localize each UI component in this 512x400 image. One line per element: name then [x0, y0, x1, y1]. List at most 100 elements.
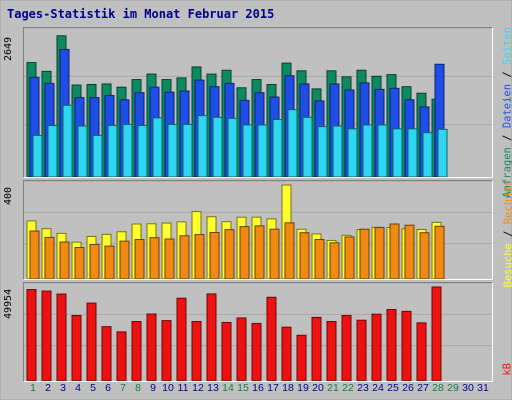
bar-kb-day-2: [41, 290, 52, 382]
bar-seiten-day-18: [287, 109, 298, 178]
bar-seiten-day-1: [32, 134, 43, 178]
legend-dateien: Dateien: [502, 83, 512, 129]
bar-rechner-day-21: [329, 242, 340, 280]
bar-seiten-day-10: [167, 123, 178, 178]
bar-kb-day-20: [311, 316, 322, 382]
x-tick-label-22: 22: [342, 382, 354, 394]
x-tick-label-1: 1: [30, 382, 36, 394]
bar-rechner-day-9: [149, 237, 160, 280]
legend-seiten: Seiten: [502, 27, 512, 65]
bar-rechner-day-4: [74, 247, 85, 280]
legend-mid: Besuche / Rechner: [502, 180, 512, 288]
bar-seiten-day-12: [197, 115, 208, 178]
x-tick-label-20: 20: [312, 382, 324, 394]
x-axis-day-labels: 1 2 3 4 5 6 7 8 9 10 11 12 13 14 15 16 17 18 19 20 21 22 23 24 2…: [23, 382, 493, 396]
legend-kb: kB: [502, 363, 512, 376]
bar-kb-day-22: [341, 315, 352, 382]
bar-rechner-day-26: [404, 224, 415, 280]
bar-rechner-day-10: [164, 238, 175, 280]
panel-besuche-svg: [24, 180, 492, 280]
bar-seiten-day-14: [227, 117, 238, 178]
bar-kb-day-10: [161, 320, 172, 382]
bar-rechner-day-25: [389, 223, 400, 280]
bar-seiten-day-5: [92, 134, 103, 178]
bar-seiten-day-24: [377, 124, 388, 178]
bar-kb-day-14: [221, 321, 232, 382]
x-tick-label-24: 24: [372, 382, 384, 394]
bar-kb-day-28: [431, 286, 442, 382]
bar-kb-day-7: [116, 331, 127, 382]
x-tick-label-31: 31: [477, 382, 489, 394]
bar-rechner-day-1: [29, 230, 40, 280]
panel-anfragen-dateien-seiten: [23, 27, 493, 178]
x-tick-label-9: 9: [150, 382, 156, 394]
bar-seiten-day-11: [182, 123, 193, 178]
x-tick-label-10: 10: [162, 382, 174, 394]
bar-seiten-day-7: [122, 123, 133, 178]
bar-rechner-day-17: [269, 228, 280, 280]
bar-seiten-day-4: [77, 125, 88, 178]
bar-kb-day-26: [401, 310, 412, 382]
panel-kb-svg: [24, 282, 492, 382]
bar-rechner-day-16: [254, 225, 265, 280]
panel-anfragen-svg: [24, 27, 492, 178]
ymax-label-top: 2649: [3, 36, 14, 61]
x-tick-label-19: 19: [297, 382, 309, 394]
bar-kb-day-9: [146, 313, 157, 382]
bar-kb-day-4: [71, 315, 82, 382]
bar-seiten-day-17: [272, 119, 283, 178]
bar-rechner-day-8: [134, 239, 145, 280]
bar-rechner-day-23: [359, 228, 370, 280]
bar-kb-day-6: [101, 326, 112, 382]
x-tick-label-14: 14: [222, 382, 234, 394]
x-tick-label-3: 3: [60, 382, 66, 394]
bar-seiten-day-28: [437, 128, 448, 178]
bar-seiten-day-22: [347, 128, 358, 178]
x-tick-label-18: 18: [282, 382, 294, 394]
bar-kb-day-17: [266, 296, 277, 382]
bar-rechner-day-12: [194, 234, 205, 280]
bar-seiten-day-27: [422, 132, 433, 178]
bar-seiten-day-25: [392, 128, 403, 178]
bar-kb-day-1: [26, 289, 37, 382]
bar-rechner-day-14: [224, 229, 235, 280]
legend-besuche: Besuche: [502, 243, 512, 288]
ymax-label-mid: 400: [3, 186, 14, 205]
bar-seiten-day-6: [107, 125, 118, 178]
x-tick-label-16: 16: [252, 382, 264, 394]
bar-rechner-day-19: [299, 232, 310, 280]
legend-rechner: Rechner: [502, 180, 512, 225]
bar-rechner-day-3: [59, 241, 70, 280]
x-tick-label-7: 7: [120, 382, 126, 394]
panel-besuche-rechner: [23, 180, 493, 280]
bar-seiten-day-8: [137, 125, 148, 178]
bar-kb-day-15: [236, 317, 247, 382]
x-tick-label-2: 2: [45, 382, 51, 394]
bar-kb-day-23: [356, 319, 367, 382]
bar-kb-day-16: [251, 322, 262, 382]
bar-rechner-day-18: [284, 222, 295, 280]
x-tick-label-4: 4: [75, 382, 81, 394]
x-tick-label-6: 6: [105, 382, 111, 394]
bar-kb-day-11: [176, 297, 187, 382]
bar-rechner-day-24: [374, 227, 385, 280]
panel-kb: [23, 282, 493, 382]
bar-kb-day-19: [296, 334, 307, 382]
x-tick-label-28: 28: [432, 382, 444, 394]
bar-kb-day-25: [386, 308, 397, 382]
bar-seiten-day-21: [332, 125, 343, 178]
x-tick-label-12: 12: [192, 382, 204, 394]
bar-rechner-day-15: [239, 226, 250, 280]
legend-bot: kB: [502, 363, 512, 376]
x-tick-label-15: 15: [237, 382, 249, 394]
bar-rechner-day-27: [419, 232, 430, 280]
bar-seiten-day-23: [362, 124, 373, 178]
bar-rechner-day-13: [209, 231, 220, 280]
bar-rechner-day-7: [119, 240, 130, 280]
x-tick-label-26: 26: [402, 382, 414, 394]
bar-kb-day-27: [416, 322, 427, 382]
bar-seiten-day-9: [152, 117, 163, 178]
bar-rechner-day-5: [89, 243, 100, 280]
ymax-label-bot: 49954: [3, 288, 14, 319]
